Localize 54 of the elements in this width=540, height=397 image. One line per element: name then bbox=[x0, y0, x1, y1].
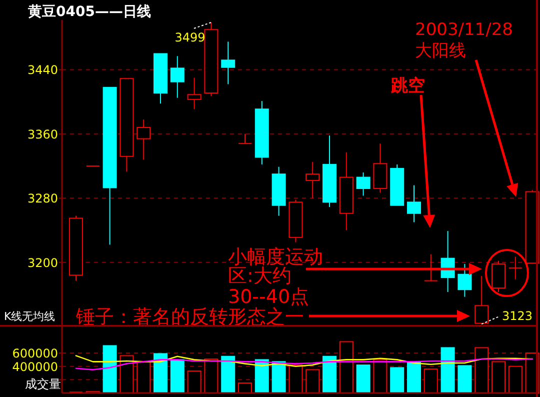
y-tick-label: 600000 bbox=[12, 346, 58, 361]
bar bbox=[170, 359, 184, 394]
y-axis-title: K线无均线 bbox=[4, 310, 56, 323]
bar bbox=[120, 355, 134, 394]
candlestick bbox=[339, 152, 354, 231]
candlestick bbox=[254, 100, 269, 165]
bar bbox=[424, 368, 438, 394]
bar bbox=[154, 353, 168, 394]
chart-title: 黄豆0405——日线 bbox=[27, 4, 151, 20]
bar bbox=[221, 356, 236, 394]
bar bbox=[204, 358, 218, 394]
annotation: 区:大约 bbox=[228, 265, 292, 287]
candlestick bbox=[221, 41, 236, 85]
bar bbox=[390, 367, 404, 394]
bar bbox=[492, 361, 506, 394]
bar bbox=[254, 359, 269, 394]
annotation: 3123 bbox=[502, 309, 533, 324]
candlestick bbox=[272, 166, 286, 216]
bar bbox=[458, 365, 472, 394]
y-tick-label: 3360 bbox=[27, 127, 58, 142]
bar bbox=[373, 359, 388, 394]
candlestick bbox=[187, 77, 202, 110]
annotation: 2003/11/28 bbox=[415, 20, 513, 40]
bar bbox=[306, 369, 320, 394]
bar bbox=[508, 366, 522, 394]
bar bbox=[102, 345, 117, 394]
bar bbox=[238, 382, 252, 394]
bar bbox=[339, 341, 354, 394]
bar bbox=[322, 356, 336, 394]
candlestick bbox=[322, 135, 336, 208]
candlestick bbox=[170, 56, 184, 98]
bar bbox=[136, 361, 151, 394]
y-tick-label: 3440 bbox=[27, 63, 58, 78]
bar bbox=[356, 364, 370, 394]
candlestick bbox=[407, 184, 421, 223]
candlestick bbox=[458, 263, 472, 298]
annotation: 跳空 bbox=[390, 76, 425, 96]
annotation: 30--40点 bbox=[228, 286, 310, 308]
annotation: 大阳线 bbox=[415, 41, 466, 61]
candlestick bbox=[356, 172, 370, 196]
candlestick bbox=[306, 162, 320, 199]
y-tick-label: 3200 bbox=[27, 256, 58, 270]
bar bbox=[474, 347, 489, 394]
y-axis-title: 成交量 bbox=[25, 377, 61, 391]
bar bbox=[272, 361, 286, 394]
bar bbox=[288, 364, 303, 394]
candlestick bbox=[136, 118, 151, 160]
bar bbox=[407, 362, 421, 394]
candlestick bbox=[508, 256, 522, 280]
bar bbox=[440, 347, 455, 394]
y-tick-label: 3280 bbox=[27, 192, 58, 206]
bar bbox=[187, 370, 202, 394]
y-tick-label: 400000 bbox=[12, 360, 58, 374]
line-series bbox=[75, 358, 533, 370]
